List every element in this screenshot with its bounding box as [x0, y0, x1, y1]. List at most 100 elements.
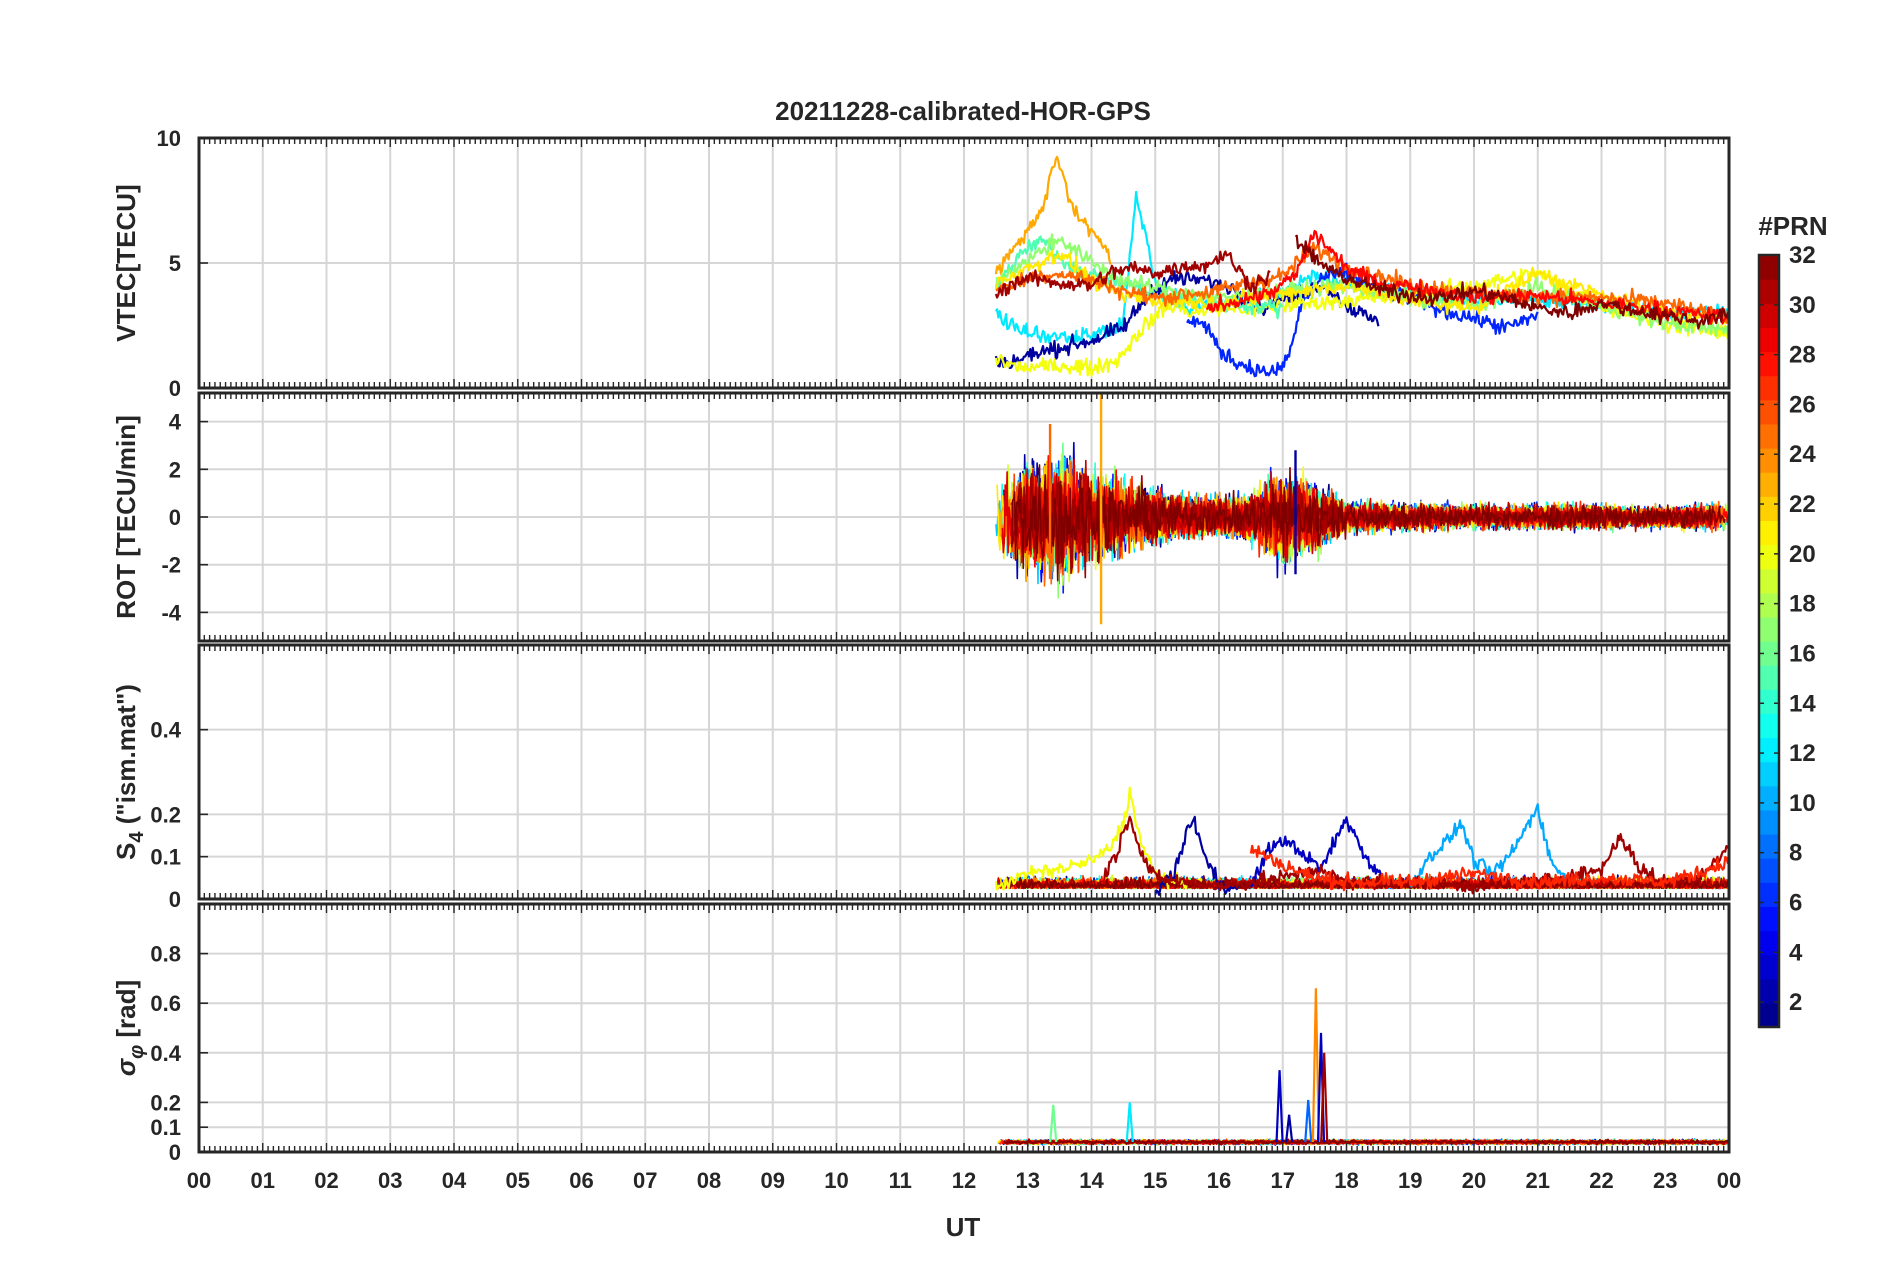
colorbar-segment [1759, 1002, 1779, 1028]
x-tick-label: 11 [889, 1168, 912, 1193]
data-vtec [994, 155, 1729, 378]
sigma-series-prn-32 [1003, 1138, 1729, 1146]
x-tick-label: 08 [697, 1168, 721, 1193]
y-tick-label: 0.4 [150, 718, 181, 743]
data-sigma_phi [996, 988, 1729, 1146]
y-tick-label: 0 [169, 1140, 181, 1165]
x-tick-label: 21 [1526, 1168, 1550, 1193]
colorbar-tick-label: 32 [1789, 242, 1816, 269]
colorbar-tick-label: 14 [1789, 690, 1816, 717]
y-axis-label-rot: ROT [TECU/min] [111, 415, 141, 619]
colorbar-segment [1759, 399, 1779, 425]
vtec-series-prn-32 [1294, 234, 1729, 330]
s4-series-prn-32 [1008, 875, 1729, 890]
colorbar-tick-label: 6 [1789, 889, 1802, 916]
colorbar-tick-label: 10 [1789, 790, 1816, 817]
data-rot [995, 393, 1729, 625]
x-tick-label: 04 [442, 1168, 467, 1193]
colorbar-segment [1759, 375, 1779, 401]
x-tick-label: 03 [378, 1168, 402, 1193]
x-tick-label: 19 [1398, 1168, 1422, 1193]
vtec-series-prn-6 [1186, 262, 1539, 378]
colorbar-segment [1759, 568, 1779, 594]
colorbar-segment [1759, 616, 1779, 642]
rot-series-prn-32 [1011, 464, 1726, 582]
colorbar-segment [1759, 978, 1779, 1004]
colorbar-segment [1759, 785, 1779, 811]
vtec-series-prn-31 [994, 250, 1271, 299]
colorbar-segment [1759, 351, 1779, 377]
x-tick-label: 01 [251, 1168, 275, 1193]
panel-s4: 0 0.1 0.2 0.4S4 ("ism.mat") [111, 643, 1731, 912]
x-tick-label: 07 [633, 1168, 657, 1193]
colorbar-segment [1759, 713, 1779, 739]
colorbar-segment [1759, 496, 1779, 521]
x-tick-label: 23 [1653, 1168, 1677, 1193]
colorbar-segment [1759, 761, 1779, 787]
colorbar-segment [1759, 472, 1779, 497]
y-axis-label-sigma_phi: σφ [rad] [111, 980, 148, 1076]
colorbar-tick-label: 24 [1789, 441, 1816, 468]
x-tick-label: 09 [761, 1168, 785, 1193]
colorbar-tick-label: 18 [1789, 591, 1816, 618]
colorbar-tick-label: 8 [1789, 840, 1802, 867]
colorbar-segment [1759, 327, 1779, 353]
s4-series-highlight-prn-3 [1250, 816, 1386, 888]
panel-rot: -4 -2 0 2 4 ROT [TECU/min] [111, 391, 1731, 643]
colorbar-tick-label: 20 [1789, 541, 1816, 568]
sigma-spike-prn-24 [1311, 988, 1320, 1143]
sigma-spike-prn-3 [1275, 1070, 1284, 1143]
y-axis-label-vtec: VTEC[TECU] [111, 184, 141, 341]
y-tick-label: 2 [169, 457, 181, 482]
x-tick-label: 20 [1462, 1168, 1486, 1193]
colorbar-segment [1759, 592, 1779, 618]
x-tick-label: 22 [1589, 1168, 1613, 1193]
x-tick-label: 06 [569, 1168, 593, 1193]
x-tick-label: 02 [314, 1168, 338, 1193]
x-tick-label: 15 [1143, 1168, 1167, 1193]
colorbar-tick-label: 26 [1789, 391, 1816, 418]
x-tick-label: 14 [1079, 1168, 1104, 1193]
figure-title: 20211228-calibrated-HOR-GPS [775, 96, 1151, 126]
sigma-spike-prn-8 [1304, 1099, 1313, 1143]
x-tick-label: 00 [187, 1168, 211, 1193]
y-tick-label: 0.8 [150, 942, 181, 967]
x-tick-label: 00 [1717, 1168, 1741, 1193]
x-tick-label: 10 [824, 1168, 848, 1193]
colorbar-segment [1759, 930, 1779, 956]
y-tick-label: 0 [169, 505, 181, 530]
sigma-spike-prn-16 [1049, 1104, 1058, 1143]
y-tick-label: 10 [157, 126, 181, 151]
panel-sigma_phi: 00.10.2 0.4 0.6 0.8σφ [rad] [111, 902, 1731, 1165]
y-axis-label-s4: S4 ("ism.mat") [111, 684, 148, 860]
data-s4 [994, 786, 1729, 896]
sigma-spike-prn-2 [1285, 1114, 1294, 1143]
colorbar-tick-label: 30 [1789, 292, 1816, 319]
x-tick-label: 13 [1016, 1168, 1040, 1193]
colorbar-tick-label: 2 [1789, 989, 1802, 1016]
colorbar-label: #PRN [1758, 211, 1827, 241]
colorbar-segment [1759, 809, 1779, 835]
sigma-spike-prn-31 [1320, 1052, 1329, 1143]
colorbar-segment [1759, 906, 1779, 932]
colorbar-tick-label: 22 [1789, 491, 1816, 518]
colorbar-segment [1759, 689, 1779, 714]
x-tick-label: 18 [1334, 1168, 1358, 1193]
colorbar-frame [1757, 253, 1781, 1029]
y-tick-label: 0.2 [150, 1090, 181, 1115]
vtec-series-prn-20 [994, 268, 1729, 377]
x-ticks-sigma_phi [198, 904, 1730, 1152]
colorbar-segment [1759, 882, 1779, 907]
vtec-series-prn-23 [994, 155, 1112, 275]
y-tick-label: 0.1 [150, 1115, 181, 1140]
y-tick-label: 0.6 [150, 991, 181, 1016]
x-tick-label: 12 [952, 1168, 976, 1193]
colorbar-segment [1759, 858, 1779, 883]
colorbar-segment [1759, 544, 1779, 570]
colorbar-segment [1759, 423, 1779, 449]
colorbar-segment [1759, 520, 1779, 546]
colorbar-segment [1759, 448, 1779, 473]
y-tick-label: 5 [169, 251, 181, 276]
colorbar-tick-label: 4 [1789, 939, 1803, 966]
